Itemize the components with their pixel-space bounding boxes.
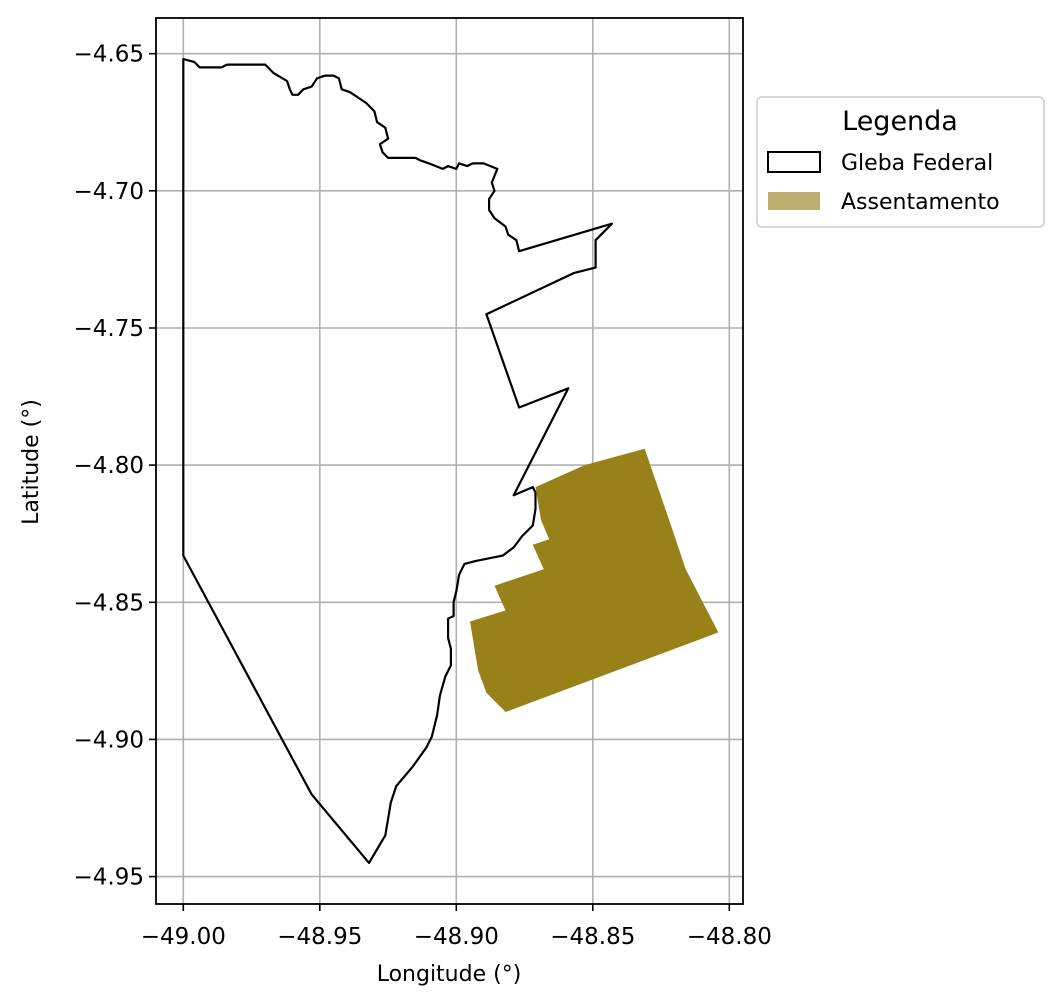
plot-background <box>156 18 743 904</box>
x-tick-label: −48.95 <box>277 924 362 950</box>
legend-swatch-assentamento <box>768 192 820 210</box>
y-axis-label: Latitude (°) <box>19 399 44 525</box>
y-tick-label: −4.80 <box>74 453 144 479</box>
legend-title: Legenda <box>842 106 958 137</box>
x-tick-label: −49.00 <box>141 924 226 950</box>
map-layers <box>182 57 719 865</box>
legend-label-gleba-federal: Gleba Federal <box>841 151 993 176</box>
x-axis-label: Longitude (°) <box>377 962 522 987</box>
x-tick-label: −48.90 <box>414 924 499 950</box>
legend-swatch-gleba-federal <box>767 151 821 173</box>
plot-frame <box>155 17 744 905</box>
legend: Legenda Gleba Federal Assentamento <box>756 96 1045 228</box>
axis-ticks: −49.00 −48.95 −48.90 −48.85 −48.80 −4.65 −4.70… <box>74 42 772 950</box>
x-tick-label: −48.80 <box>687 924 772 950</box>
assentamento-polygon <box>470 448 719 712</box>
x-tick-label: −48.85 <box>550 924 635 950</box>
legend-frame <box>756 96 1045 228</box>
y-tick-label: −4.70 <box>74 179 144 205</box>
gleba-federal-polygon <box>182 57 614 865</box>
y-tick-label: −4.90 <box>74 727 144 753</box>
y-tick-label: −4.85 <box>74 590 144 616</box>
y-tick-label: −4.95 <box>74 865 144 891</box>
y-tick-label: −4.65 <box>74 42 144 68</box>
y-tick-label: −4.75 <box>74 316 144 342</box>
legend-label-assentamento: Assentamento <box>841 190 1000 215</box>
